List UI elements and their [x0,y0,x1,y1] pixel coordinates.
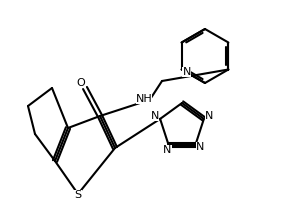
Text: N: N [151,111,159,121]
Text: N: N [182,67,191,78]
Text: N: N [205,111,213,121]
Text: S: S [75,190,81,200]
Text: N: N [196,142,205,152]
Text: N: N [163,145,172,155]
Text: NH: NH [136,94,152,104]
Text: O: O [77,78,85,88]
